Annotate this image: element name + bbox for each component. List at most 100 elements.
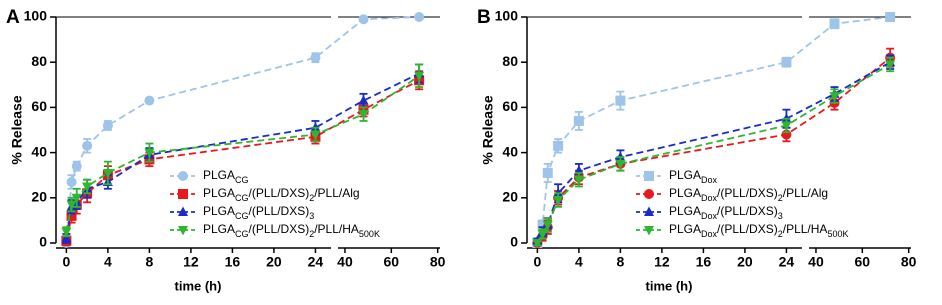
legend-text: PLGA <box>203 204 235 218</box>
marker <box>61 227 72 238</box>
x-axis-label: time (h) <box>175 278 222 293</box>
x-tick-label: 20 <box>266 254 282 270</box>
legend-label: PLGADox/(PLL/DXS)2/PLL/HA500K <box>669 222 848 239</box>
x-tick-label: 40 <box>337 254 353 270</box>
y-tick-label: 0 <box>510 234 518 250</box>
x-tick-label: 8 <box>616 254 624 270</box>
marker <box>885 60 896 70</box>
x-tick-label: 24 <box>308 254 324 270</box>
x-tick-label: 20 <box>737 254 753 270</box>
series-line <box>65 16 420 244</box>
legend-text: /(PLL/DXS) <box>249 222 310 236</box>
x-tick-label: 8 <box>145 254 153 270</box>
marker <box>178 189 188 199</box>
legend-text: /PLL/HA <box>783 222 828 236</box>
marker <box>358 14 369 25</box>
marker <box>66 200 77 211</box>
legend-text: /(PLL/DXS) <box>249 204 310 218</box>
marker <box>66 176 77 187</box>
legend-label: PLGACG/(PLL/DXS)2/PLL/HA500K <box>203 222 380 239</box>
x-tick-label: 0 <box>533 254 541 270</box>
legend-text: PLGA <box>669 222 701 236</box>
legend-subscript: 3 <box>778 211 783 221</box>
y-tick-label: 40 <box>31 143 47 159</box>
legend-text: /(PLL/DXS) <box>717 186 778 200</box>
marker <box>358 95 369 105</box>
x-tick-label: 16 <box>696 254 712 270</box>
marker <box>542 167 553 178</box>
legend-text: /(PLL/DXS) <box>249 186 310 200</box>
legend-subscript: CG <box>235 211 249 221</box>
legend-subscript: 500K <box>359 229 380 239</box>
legend-subscript: 2 <box>309 229 314 239</box>
legend-text: PLGA <box>669 186 701 200</box>
marker <box>414 71 425 82</box>
x-tick-label: 80 <box>430 254 446 270</box>
x-tick-label: 16 <box>225 254 241 270</box>
legend-label: PLGADox <box>669 168 718 185</box>
legend-subscript: Dox <box>701 193 718 203</box>
x-tick-label: 40 <box>808 254 824 270</box>
legend-text: /PLL/HA <box>314 222 359 236</box>
marker <box>829 92 840 102</box>
y-tick-label: 20 <box>502 189 518 205</box>
legend-text: /PLL/Alg <box>314 186 359 200</box>
legend-text: /(PLL/DXS) <box>717 204 778 218</box>
x-tick-label: 0 <box>62 254 70 270</box>
legend-label: PLGACG/(PLL/DXS)3 <box>203 204 314 221</box>
x-tick-label: 60 <box>384 254 400 270</box>
marker <box>829 18 840 29</box>
marker <box>573 175 584 186</box>
legend-subscript: 2 <box>778 229 783 239</box>
legend-text: PLGA <box>669 204 701 218</box>
marker <box>178 206 188 216</box>
marker <box>542 220 553 231</box>
legend-subscript: 2 <box>778 193 783 203</box>
marker <box>178 171 188 181</box>
panel-label: A <box>6 7 20 28</box>
marker <box>61 232 72 243</box>
x-axis-label: time (h) <box>646 278 693 293</box>
legend-text: PLGA <box>203 186 235 200</box>
legend-subscript: CG <box>235 229 249 239</box>
legend-subscript: Dox <box>701 211 718 221</box>
x-tick-label: 60 <box>855 254 871 270</box>
legend-text: /PLL/Alg <box>783 186 828 200</box>
legend-subscript: 500K <box>827 229 848 239</box>
marker <box>358 110 369 120</box>
legend-text: /(PLL/DXS) <box>717 222 778 236</box>
y-tick-label: 100 <box>24 8 48 24</box>
marker <box>414 12 425 22</box>
marker <box>615 159 626 170</box>
series-line <box>65 75 420 232</box>
y-tick-label: 60 <box>31 98 47 114</box>
x-tick-label: 12 <box>183 254 199 270</box>
y-tick-label: 40 <box>502 143 518 159</box>
x-tick-label: 12 <box>654 254 670 270</box>
marker <box>310 52 321 63</box>
legend-subscript: 2 <box>309 193 314 203</box>
marker <box>82 182 93 192</box>
y-tick-label: 60 <box>502 98 518 114</box>
marker <box>71 193 82 204</box>
marker <box>71 161 82 172</box>
legend-subscript: CG <box>235 175 249 185</box>
y-tick-label: 80 <box>31 53 47 69</box>
y-tick-label: 0 <box>39 234 47 250</box>
legend-subscript: 3 <box>309 211 314 221</box>
legend-subscript: Dox <box>701 229 718 239</box>
marker <box>644 206 654 216</box>
x-tick-label: 24 <box>779 254 795 270</box>
x-tick-label: 4 <box>104 254 112 270</box>
marker <box>644 189 654 199</box>
marker <box>781 121 792 131</box>
panel-label: B <box>477 7 491 28</box>
legend-label: PLGACG/(PLL/DXS)2/PLL/Alg <box>203 186 360 203</box>
legend-text: PLGA <box>203 168 235 182</box>
marker <box>144 148 155 159</box>
legend-label: PLGADox/(PLL/DXS)3 <box>669 204 783 221</box>
panel: A 0 20 40 60 80 100 % Release 0 4 8 12 16 20 24 40 60 80 t… <box>6 7 446 293</box>
marker <box>644 226 654 236</box>
marker <box>885 12 896 22</box>
